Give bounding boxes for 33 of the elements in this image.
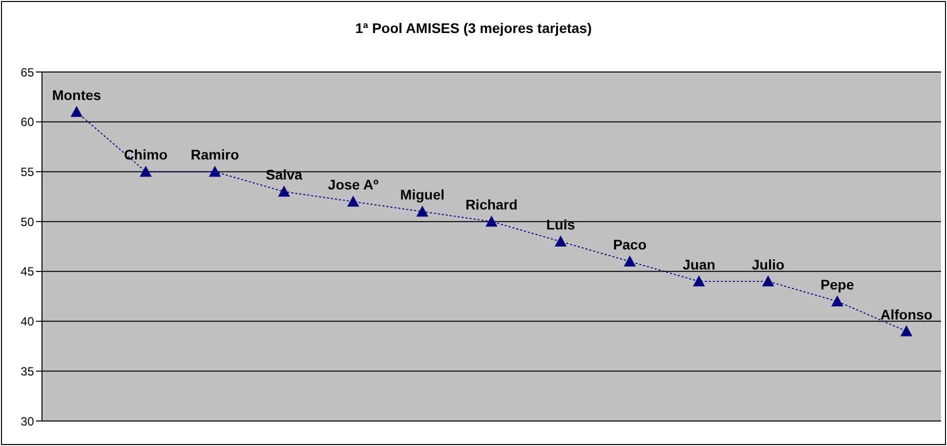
point: [347, 196, 360, 207]
x-tick-label: Paco: [613, 236, 647, 252]
point: [900, 325, 912, 336]
x-tick-label: Jose Aº: [328, 176, 378, 193]
y-tick-label: 60: [20, 115, 34, 130]
point: [208, 166, 221, 177]
x-tick-label: Richard: [465, 196, 518, 213]
point: [692, 275, 705, 286]
y-tick-label: 65: [20, 65, 34, 80]
x-tick-label: Ramiro: [190, 146, 239, 163]
x-tick-label: Juan: [682, 256, 716, 272]
point: [624, 255, 636, 266]
point: [762, 275, 774, 286]
point: [70, 106, 83, 117]
y-tick-label: 30: [20, 414, 34, 428]
y-tick-label: 40: [20, 314, 34, 329]
point: [831, 295, 844, 306]
point: [416, 206, 428, 217]
x-tick-label: Alfonso: [880, 306, 932, 322]
x-tick-label: Montes: [52, 86, 102, 103]
point: [486, 216, 498, 227]
y-tick-label: 35: [20, 364, 34, 378]
y-tick-label: 50: [20, 214, 34, 229]
chart-title: 1ª Pool AMISES (3 mejores tarjetas): [354, 20, 593, 36]
point: [554, 236, 567, 247]
y-tick-label: 45: [20, 264, 34, 279]
point: [278, 186, 290, 197]
x-tick-label: Miguel: [400, 186, 445, 203]
point: [140, 166, 152, 177]
x-tick-label: Chimo: [124, 146, 168, 163]
y-tick-label: 55: [20, 164, 34, 179]
x-tick-label: Julio: [752, 256, 784, 272]
x-tick-label: Pepe: [820, 276, 854, 292]
